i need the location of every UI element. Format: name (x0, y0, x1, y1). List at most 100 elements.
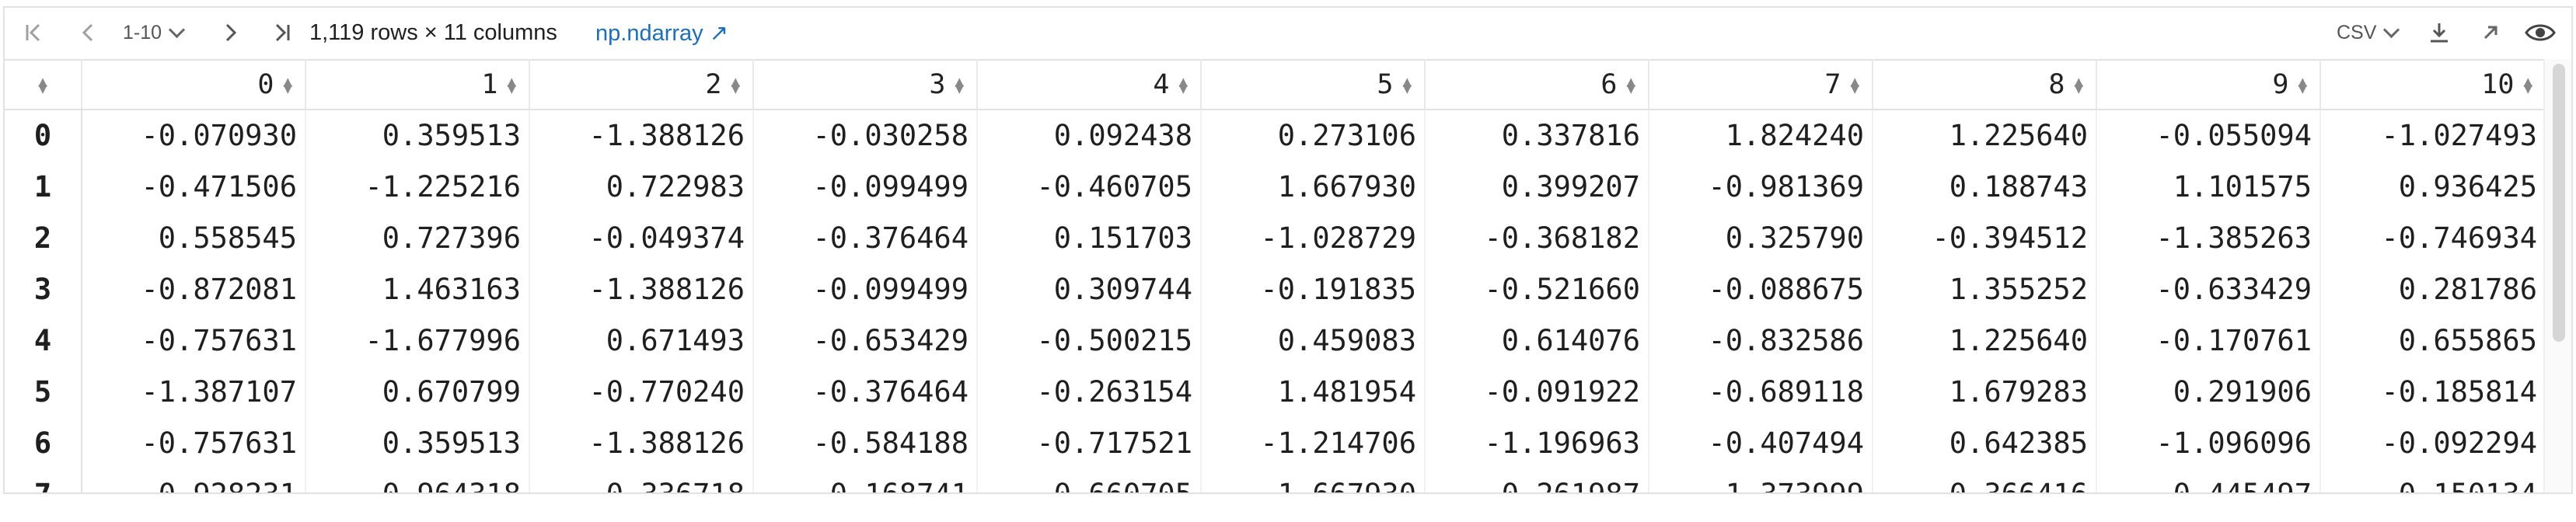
table-cell[interactable]: 1.225640 (1872, 315, 2097, 366)
table-cell[interactable]: 0.660705 (976, 468, 1202, 492)
table-cell[interactable]: -0.757631 (81, 417, 306, 468)
table-cell[interactable]: -0.091922 (1424, 366, 1649, 417)
table-cell[interactable]: -1.214706 (1200, 417, 1426, 468)
table-cell[interactable]: 0.309744 (976, 263, 1202, 315)
table-cell[interactable]: -0.832586 (1648, 315, 1873, 366)
table-cell[interactable]: 0.727396 (305, 212, 530, 263)
index-header[interactable]: ▲ ▼ (5, 59, 82, 110)
table-cell[interactable]: -1.667930 (1200, 468, 1426, 492)
export-format-select[interactable]: CSV (2337, 16, 2400, 50)
table-cell[interactable]: -0.368182 (1424, 212, 1649, 263)
table-cell[interactable]: -0.407494 (1648, 417, 1873, 468)
column-header-9[interactable]: 9 ▲ ▼ (2096, 59, 2321, 110)
table-cell[interactable]: -0.689118 (1648, 366, 1873, 417)
table-cell[interactable]: -1.677996 (305, 315, 530, 366)
table-cell[interactable]: 0.325790 (1648, 212, 1873, 263)
table-cell[interactable]: 1.355252 (1872, 263, 2097, 315)
column-header-3[interactable]: 3 ▲ ▼ (752, 59, 978, 110)
table-cell[interactable]: 0.150134 (2319, 468, 2546, 492)
table-cell[interactable]: 0.188743 (1872, 161, 2097, 212)
table-cell[interactable]: -0.168741 (752, 468, 978, 492)
vertical-scrollbar[interactable] (2543, 59, 2571, 492)
table-cell[interactable]: -0.170761 (2096, 315, 2321, 366)
eye-icon[interactable] (2520, 16, 2560, 50)
last-page-icon[interactable] (264, 16, 298, 50)
prev-page-icon[interactable] (72, 16, 106, 50)
download-icon[interactable] (2422, 16, 2456, 50)
column-header-2[interactable]: 2 ▲ ▼ (529, 59, 754, 110)
table-cell[interactable]: 0.459083 (1200, 315, 1426, 366)
table-cell[interactable]: 0.337816 (1424, 110, 1649, 161)
table-cell[interactable]: -1.385263 (2096, 212, 2321, 263)
column-header-4[interactable]: 4 ▲ ▼ (976, 59, 1202, 110)
next-page-icon[interactable] (213, 16, 247, 50)
table-cell[interactable]: -0.092294 (2319, 417, 2546, 468)
table-cell[interactable]: 0.964318 (305, 468, 530, 492)
column-header-0[interactable]: 0 ▲ ▼ (81, 59, 306, 110)
column-header-1[interactable]: 1 ▲ ▼ (305, 59, 530, 110)
table-cell[interactable]: -0.099499 (752, 161, 978, 212)
table-cell[interactable]: -1.387107 (81, 366, 306, 417)
column-header-7[interactable]: 7 ▲ ▼ (1648, 59, 1873, 110)
table-cell[interactable]: 0.359513 (305, 417, 530, 468)
table-cell[interactable]: -0.191835 (1200, 263, 1426, 315)
expand-icon[interactable] (2473, 16, 2508, 50)
table-cell[interactable]: 1.481954 (1200, 366, 1426, 417)
table-cell[interactable]: -0.757631 (81, 315, 306, 366)
table-cell[interactable]: 1.225640 (1872, 110, 2097, 161)
table-cell[interactable]: 0.936425 (2319, 161, 2546, 212)
table-cell[interactable]: -1.388126 (529, 417, 754, 468)
table-cell[interactable]: 0.281786 (2319, 263, 2546, 315)
table-cell[interactable]: -0.055094 (2096, 110, 2321, 161)
table-cell[interactable]: 0.671493 (529, 315, 754, 366)
scrollbar-thumb[interactable] (2553, 64, 2565, 342)
table-cell[interactable]: -0.185814 (2319, 366, 2546, 417)
table-cell[interactable]: 0.642385 (1872, 417, 2097, 468)
table-cell[interactable]: 0.336718 (529, 468, 754, 492)
table-cell[interactable]: -1.096096 (2096, 417, 2321, 468)
table-cell[interactable]: -1.196963 (1424, 417, 1649, 468)
table-cell[interactable]: 0.655865 (2319, 315, 2546, 366)
table-cell[interactable]: -0.872081 (81, 263, 306, 315)
page-range-select[interactable]: 1-10 (123, 16, 186, 50)
table-cell[interactable]: -0.376464 (752, 366, 978, 417)
table-cell[interactable]: -0.099499 (752, 263, 978, 315)
table-cell[interactable]: -1.388126 (529, 263, 754, 315)
table-cell[interactable]: -0.521660 (1424, 263, 1649, 315)
table-cell[interactable]: -0.460705 (976, 161, 1202, 212)
table-cell[interactable]: 0.151703 (976, 212, 1202, 263)
table-cell[interactable]: -0.070930 (81, 110, 306, 161)
table-cell[interactable]: -0.471506 (81, 161, 306, 212)
table-cell[interactable]: 0.291906 (2096, 366, 2321, 417)
table-cell[interactable]: -1.028729 (1200, 212, 1426, 263)
table-cell[interactable]: -0.263154 (976, 366, 1202, 417)
table-cell[interactable]: -0.500215 (976, 315, 1202, 366)
table-cell[interactable]: -1.388126 (529, 110, 754, 161)
table-cell[interactable]: 0.399207 (1424, 161, 1649, 212)
table-cell[interactable]: -1.027493 (2319, 110, 2546, 161)
table-cell[interactable]: 1.667930 (1200, 161, 1426, 212)
table-cell[interactable]: -0.928231 (81, 468, 306, 492)
column-header-5[interactable]: 5 ▲ ▼ (1200, 59, 1426, 110)
column-header-10[interactable]: 10 ▲ ▼ (2319, 59, 2546, 110)
table-cell[interactable]: -0.981369 (1648, 161, 1873, 212)
table-cell[interactable]: -1.225216 (305, 161, 530, 212)
table-cell[interactable]: -0.584188 (752, 417, 978, 468)
table-cell[interactable]: -1.373999 (1648, 468, 1873, 492)
table-cell[interactable]: 1.824240 (1648, 110, 1873, 161)
table-cell[interactable]: -0.717521 (976, 417, 1202, 468)
table-cell[interactable]: 0.558545 (81, 212, 306, 263)
table-cell[interactable]: -0.376464 (752, 212, 978, 263)
table-cell[interactable]: -0.088675 (1648, 263, 1873, 315)
table-cell[interactable]: 1.679283 (1872, 366, 2097, 417)
table-cell[interactable]: -0.394512 (1872, 212, 2097, 263)
table-cell[interactable]: -0.746934 (2319, 212, 2546, 263)
table-cell[interactable]: 0.614076 (1424, 315, 1649, 366)
table-cell[interactable]: 0.670799 (305, 366, 530, 417)
table-cell[interactable]: 1.101575 (2096, 161, 2321, 212)
table-cell[interactable]: -0.030258 (752, 110, 978, 161)
column-header-8[interactable]: 8 ▲ ▼ (1872, 59, 2097, 110)
table-cell[interactable]: -0.770240 (529, 366, 754, 417)
table-cell[interactable]: 0.261987 (1424, 468, 1649, 492)
column-header-6[interactable]: 6 ▲ ▼ (1424, 59, 1649, 110)
